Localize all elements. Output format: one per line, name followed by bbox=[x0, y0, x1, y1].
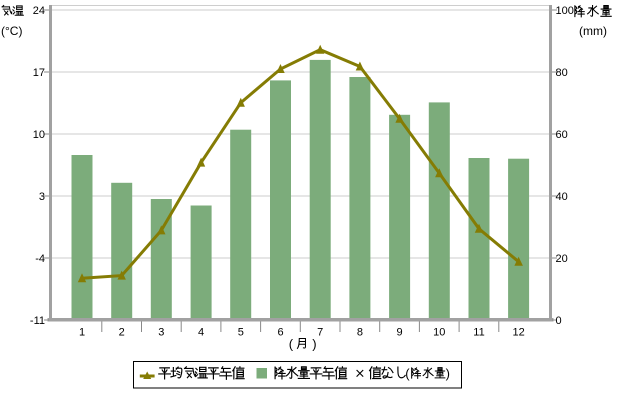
svg-text:2: 2 bbox=[119, 327, 125, 339]
svg-text:5: 5 bbox=[238, 327, 244, 339]
svg-text:8: 8 bbox=[357, 327, 363, 339]
svg-text:20: 20 bbox=[556, 253, 568, 265]
svg-text:-11: -11 bbox=[30, 315, 45, 327]
svg-text:(mm): (mm) bbox=[579, 24, 607, 38]
svg-text:10: 10 bbox=[433, 327, 445, 339]
svg-text:7: 7 bbox=[317, 327, 323, 339]
svg-text:10: 10 bbox=[33, 129, 45, 141]
svg-text:9: 9 bbox=[397, 327, 403, 339]
svg-text:): ) bbox=[312, 336, 316, 351]
svg-text:3: 3 bbox=[158, 327, 164, 339]
svg-text:3: 3 bbox=[39, 191, 45, 203]
svg-text:0: 0 bbox=[556, 315, 562, 327]
svg-text:(: ( bbox=[289, 336, 294, 351]
svg-text:80: 80 bbox=[556, 67, 568, 79]
svg-text:12: 12 bbox=[512, 327, 524, 339]
svg-text:-4: -4 bbox=[35, 253, 45, 265]
svg-text:(°C): (°C) bbox=[1, 24, 22, 38]
svg-text:11: 11 bbox=[473, 327, 484, 339]
svg-text:17: 17 bbox=[33, 67, 45, 79]
svg-text:6: 6 bbox=[277, 327, 283, 339]
svg-text:100: 100 bbox=[556, 5, 574, 17]
svg-text:60: 60 bbox=[556, 129, 568, 141]
svg-text:4: 4 bbox=[198, 327, 204, 339]
svg-text:): ) bbox=[446, 366, 450, 381]
svg-text:1: 1 bbox=[79, 327, 85, 339]
svg-text:40: 40 bbox=[556, 191, 568, 203]
svg-text:24: 24 bbox=[33, 5, 45, 17]
svg-text:(: ( bbox=[405, 366, 410, 381]
